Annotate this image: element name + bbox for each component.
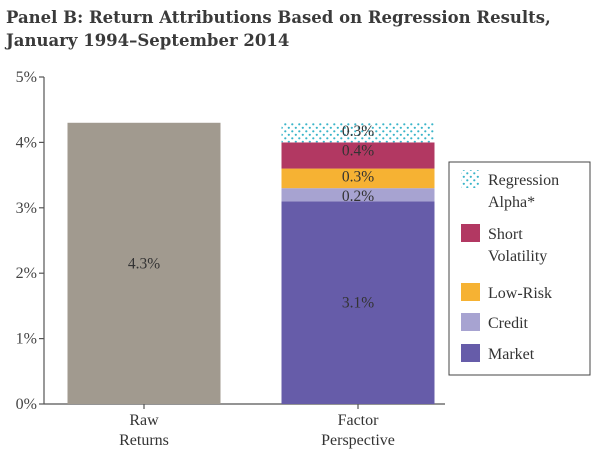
bar-segment-low-risk [281, 168, 435, 189]
x-tick-label: Returns [119, 432, 169, 449]
y-tick-label: 3% [16, 200, 37, 217]
data-label: 0.3% [342, 123, 374, 140]
bar-segment-credit [281, 188, 435, 202]
data-label: 0.4% [342, 142, 374, 159]
legend-box [448, 161, 591, 376]
x-tick-label: Perspective [321, 432, 395, 449]
bar-segment-short-volatility [281, 142, 435, 169]
y-tick-label: 1% [16, 331, 37, 348]
x-tick-label: Factor [338, 412, 380, 429]
data-label: 3.1% [342, 295, 374, 312]
chart-subtitle: January 1994–September 2014 [6, 31, 290, 50]
chart-title: Panel B: Return Attributions Based on Re… [6, 6, 606, 52]
bar-segment-regression-alpha [281, 122, 435, 143]
legend-label: Low-Risk [488, 285, 552, 302]
data-label: 0.3% [342, 169, 374, 186]
x-tick-label: Raw [129, 412, 159, 429]
data-label: 4.3% [128, 255, 160, 272]
bar-raw-returns [67, 122, 221, 404]
y-tick-label: 4% [16, 134, 37, 151]
bar-segment-market [281, 201, 435, 404]
legend-label: Short [488, 226, 523, 243]
data-label: 0.2% [342, 188, 374, 205]
bars: 4.3% 3.1% 0.2% 0.3% 0.4% 0.3% [67, 122, 435, 404]
legend-label: Regression [488, 172, 559, 189]
legend-label: Credit [488, 315, 529, 332]
legend: Regression Alpha* Short Volatility Low-Risk C… [448, 161, 591, 376]
legend-swatch [461, 170, 480, 188]
legend-swatch [461, 224, 480, 242]
legend-label: Volatility [488, 248, 547, 265]
legend-label: Market [488, 346, 535, 363]
y-tick-label: 5% [16, 69, 37, 86]
legend-label: Alpha* [488, 194, 535, 211]
chart-title-line1: Panel B: Return Attributions Based on Re… [6, 8, 551, 27]
y-tick-label: 0% [16, 396, 37, 413]
legend-swatch [461, 313, 480, 331]
legend-swatch [461, 344, 480, 362]
y-tick-label: 2% [16, 265, 37, 282]
legend-swatch [461, 283, 480, 301]
